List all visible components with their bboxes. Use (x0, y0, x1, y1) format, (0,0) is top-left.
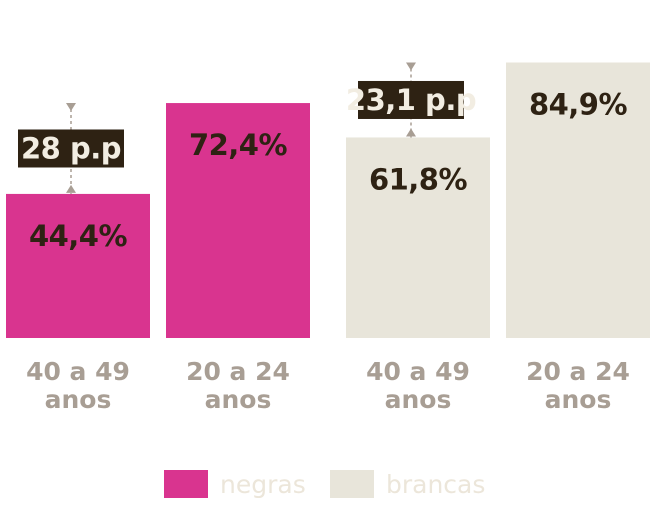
gap-label: 23,1 p.p (346, 83, 476, 117)
bar-value-label: 84,9% (529, 87, 628, 121)
bar-negras-1 (6, 193, 150, 338)
category-label: 20 a 24 (186, 357, 290, 386)
bar-value-label: 61,8% (369, 162, 468, 196)
bar-brancas-1 (346, 137, 490, 338)
category-label: 40 a 49 (366, 357, 470, 386)
category-label: anos (45, 385, 112, 414)
gap-label: 28 p.p (21, 131, 121, 165)
category-label: anos (545, 385, 612, 414)
category-label: anos (205, 385, 272, 414)
bar-value-label: 44,4% (29, 219, 128, 253)
arrow-down-icon (66, 103, 76, 112)
bar-value-label: 72,4% (189, 128, 288, 162)
legend-label-negras: negras (220, 470, 306, 499)
gap-annotations: 28 p.p 23,1 p.p (18, 62, 477, 194)
legend-label-brancas: brancas (386, 470, 485, 499)
arrow-up-icon (66, 184, 76, 193)
legend-swatch-negras (164, 470, 208, 498)
legend: negras brancas (164, 470, 485, 499)
legend-swatch-brancas (330, 470, 374, 498)
arrow-down-icon (406, 62, 416, 71)
bar-negras-2 (166, 103, 310, 338)
category-label: 40 a 49 (26, 357, 130, 386)
category-label: anos (385, 385, 452, 414)
arrow-up-icon (406, 128, 416, 137)
bar-brancas-2 (506, 62, 650, 338)
category-label: 20 a 24 (526, 357, 630, 386)
gap-label-box (358, 80, 464, 119)
bars-layer: 44,4% 72,4% 61,8% 84,9% (6, 62, 650, 338)
gap-label-box (18, 129, 124, 168)
